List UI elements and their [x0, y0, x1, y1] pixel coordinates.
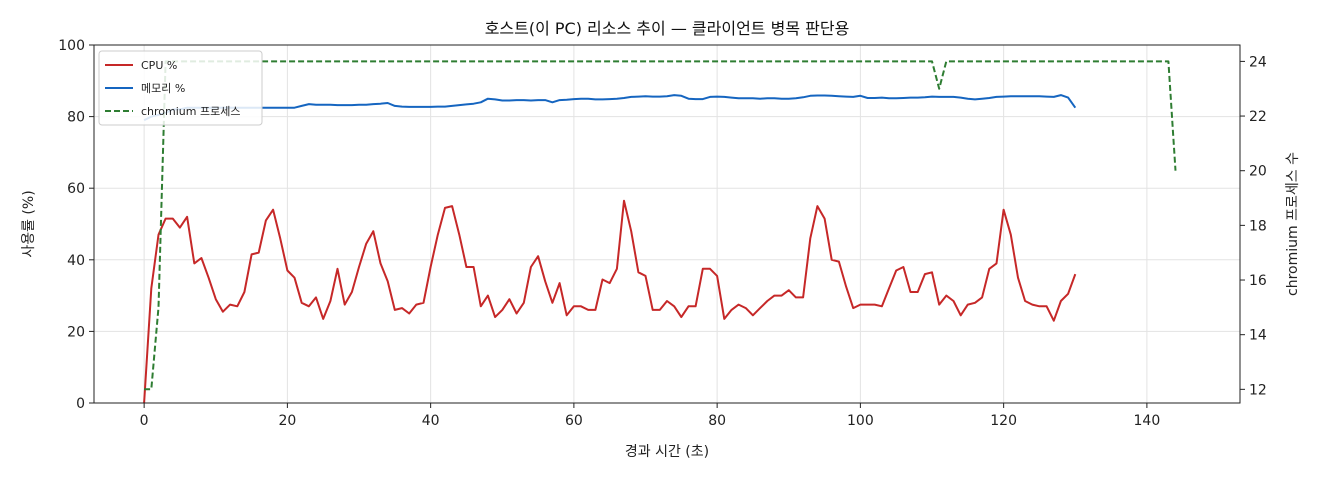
y2-axis-label: chromium 프로세스 수: [1285, 152, 1301, 296]
y-tick-label: 100: [58, 38, 85, 54]
series-line-0: [143, 199, 1077, 404]
x-tick-label: 80: [708, 413, 726, 429]
x-tick-label: 120: [990, 413, 1017, 429]
series-line-1: [143, 94, 1077, 122]
plot-area: [94, 45, 1240, 403]
y2-tick-label: 12: [1249, 382, 1267, 398]
chart-title: 호스트(이 PC) 리소스 추이 — 클라이언트 병목 판단용: [485, 19, 850, 38]
x-tick-label: 40: [422, 413, 440, 429]
axes: 0 20 40 60 80 100 120 140 0 20 40 60 80 100 12 14 16 18 20…: [58, 38, 1267, 429]
x-tick-label: 20: [278, 413, 296, 429]
y-tick-label: 20: [67, 324, 85, 340]
y-tick-label: 0: [76, 396, 85, 412]
x-axis-label: 경과 시간 (초): [625, 444, 709, 460]
y2-tick-label: 24: [1249, 54, 1267, 70]
y2-tick-label: 16: [1249, 273, 1267, 289]
series-line-2: [144, 60, 1177, 391]
x-tick-label: 140: [1134, 413, 1161, 429]
legend-label-cpu: CPU %: [141, 59, 177, 72]
y2-tick-label: 20: [1249, 164, 1267, 180]
y-tick-label: 80: [67, 110, 85, 126]
series-layer: [143, 60, 1177, 404]
legend-label-chromium: chromium 프로세스: [141, 105, 240, 118]
y-tick-label: 60: [67, 181, 85, 197]
legend-box: [98, 50, 263, 126]
plot-frame: [93, 44, 1241, 404]
y2-tick-label: 22: [1249, 109, 1267, 125]
y-axis-label: 사용률 (%): [21, 190, 37, 257]
legend-label-memory: 메모리 %: [141, 82, 185, 95]
x-tick-label: 100: [847, 413, 874, 429]
y2-tick-label: 14: [1249, 328, 1267, 344]
x-tick-label: 60: [565, 413, 583, 429]
x-tick-label: 0: [140, 413, 149, 429]
y-tick-label: 40: [67, 253, 85, 269]
legend: CPU % 메모리 % chromium 프로세스: [98, 50, 263, 126]
y2-tick-label: 18: [1249, 218, 1267, 234]
